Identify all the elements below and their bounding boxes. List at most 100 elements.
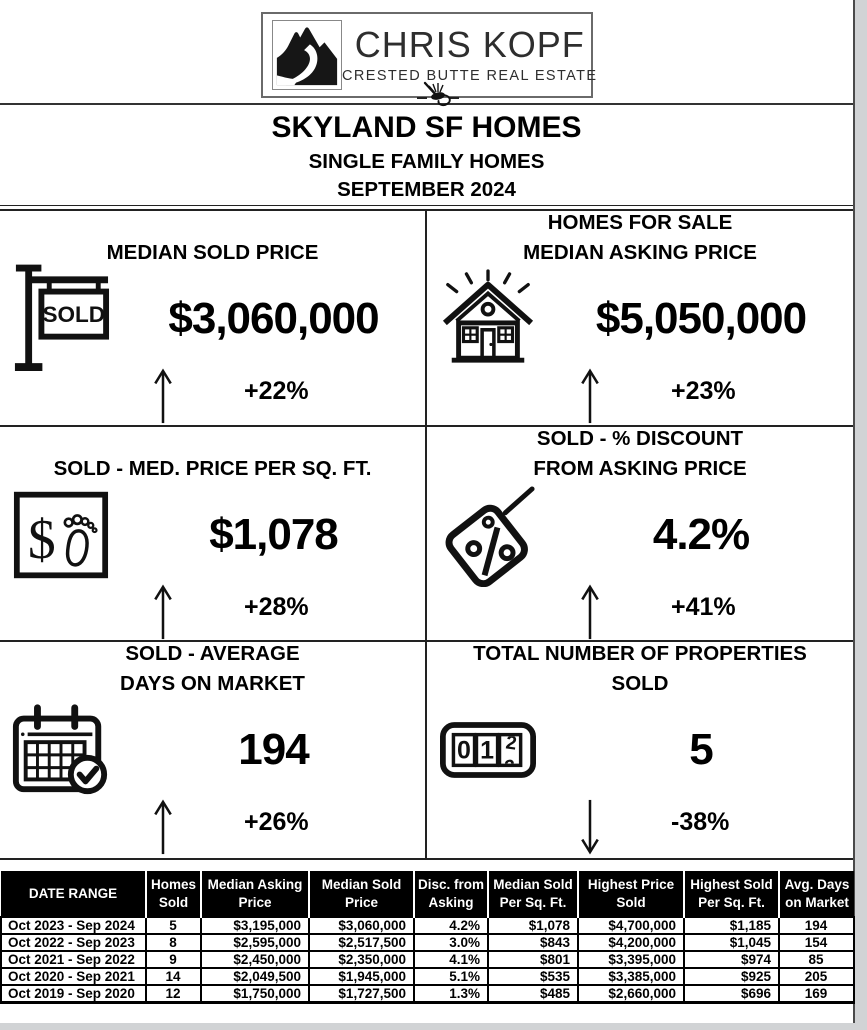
table-cell: $696 [683,984,780,1004]
stat-value: 4.2% [652,510,750,559]
col-header-median-sold-per-sqft: Median Sold Per Sq. Ft. [487,871,578,917]
svg-text:2: 2 [504,732,517,754]
table-cell: 4.1% [413,950,489,969]
table-cell: 5.1% [413,967,489,986]
stats-grid: MEDIAN SOLD PRICE SOLD $3,060,000 [0,211,853,860]
svg-text:0: 0 [457,737,471,765]
stat-title: SOLD - % DISCOUNT FROM ASKING PRICE [533,427,747,481]
table-cell: 1.3% [413,984,489,1004]
table-cell: $2,517,500 [308,933,415,952]
page-title: SKYLAND SF HOMES [271,111,582,144]
table-cell: 8 [145,933,202,952]
table-cell: $3,395,000 [577,950,685,969]
stat-title: MEDIAN SOLD PRICE [106,241,319,265]
house-icon [442,269,534,363]
stat-change: +23% [671,377,736,405]
stat-panel-discount-from-asking: SOLD - % DISCOUNT FROM ASKING PRICE [427,427,853,642]
stat-panel-median-sold-price: MEDIAN SOLD PRICE SOLD $3,060,000 [0,211,427,427]
col-header-median-sold-price: Median Sold Price [308,871,414,917]
stat-title: SOLD - AVERAGE DAYS ON MARKET [120,642,305,696]
col-header-avg-days-on-market: Avg. Days on Market [778,871,854,917]
table-cell: 205 [778,967,855,986]
history-table: DATE RANGE Homes Sold Median Asking Pric… [0,871,855,1004]
table-cell: $1,045 [683,933,780,952]
table-cell: Oct 2020 - Sep 2021 [0,967,147,986]
stat-panel-price-per-sqft: SOLD - MED. PRICE PER SQ. FT. $ $1, [0,427,427,642]
table-row: Oct 2021 - Sep 2022 9 $2,450,000 $2,350,000… [0,950,855,969]
table-row: Oct 2019 - Sep 2020 12 $1,750,000 $1,727,50… [0,984,855,1004]
table-cell: $4,200,000 [577,933,685,952]
brand-tagline: CRESTED BUTTE REAL ESTATE [342,67,598,84]
report-page: CHRIS KOPF CRESTED BUTTE REAL ESTATE SKY… [0,0,855,1023]
col-header-median-asking-price: Median Asking Price [200,871,309,917]
table-row: Oct 2023 - Sep 2024 5 $3,195,000 $3,060,000… [0,916,855,935]
stat-change: +22% [244,377,309,405]
down-arrow-icon [581,799,599,855]
up-arrow-icon [581,584,599,640]
stat-change: +26% [244,808,309,836]
report-period: SEPTEMBER 2024 [337,177,516,201]
svg-text:SOLD: SOLD [42,302,105,327]
table-cell: $2,350,000 [308,950,415,969]
stat-title: SOLD - MED. PRICE PER SQ. FT. [53,457,372,481]
table-cell: $1,727,500 [308,984,415,1004]
page-subtitle: SINGLE FAMILY HOMES [308,150,545,173]
table-cell: 85 [778,950,855,969]
dollar-per-sqft-icon: $ [13,491,109,579]
table-cell: $1,750,000 [200,984,310,1004]
sold-sign-icon: SOLD [14,264,110,371]
up-arrow-icon [154,584,172,640]
table-cell: 154 [778,933,855,952]
svg-text:3: 3 [503,756,516,778]
table-cell: $2,660,000 [577,984,685,1004]
fishing-fly-icon [417,81,459,107]
up-arrow-icon [154,368,172,424]
stat-change: +41% [671,593,736,621]
table-cell: 9 [145,950,202,969]
table-cell: 12 [145,984,202,1004]
table-cell: Oct 2023 - Sep 2024 [0,916,147,935]
stat-panel-properties-sold: TOTAL NUMBER OF PROPERTIES SOLD 0 1 2 [427,642,853,858]
table-cell: $3,385,000 [577,967,685,986]
mountain-road-logo-icon [272,20,342,90]
col-header-homes-sold: Homes Sold [145,871,201,917]
table-cell: $925 [683,967,780,986]
stat-title: HOMES FOR SALE MEDIAN ASKING PRICE [523,211,757,265]
section-divider [0,206,853,211]
table-cell: 4.2% [413,916,489,935]
table-cell: Oct 2019 - Sep 2020 [0,984,147,1004]
brand-name: CHRIS KOPF [354,24,585,66]
stat-value: 5 [689,725,713,774]
table-cell: 169 [778,984,855,1004]
tally-counter-icon: 0 1 2 3 [440,722,536,778]
table-cell: 3.0% [413,933,489,952]
table-cell: $4,700,000 [577,916,685,935]
brand-text: CHRIS KOPF CRESTED BUTTE REAL ESTATE [342,26,598,84]
stat-panel-median-asking-price: HOMES FOR SALE MEDIAN ASKING PRICE [427,211,853,427]
svg-text:$: $ [28,509,56,571]
table-cell: 194 [778,916,855,935]
table-header-row: DATE RANGE Homes Sold Median Asking Pric… [1,871,854,917]
table-cell: $2,595,000 [200,933,310,952]
table-cell: Oct 2022 - Sep 2023 [0,933,147,952]
table-cell: $974 [683,950,780,969]
table-cell: 14 [145,967,202,986]
stat-change: +28% [244,593,309,621]
svg-text:1: 1 [480,737,494,765]
title-section: SKYLAND SF HOMES SINGLE FAMILY HOMES SEP… [0,105,853,206]
col-header-date-range: DATE RANGE [1,871,146,917]
discount-tag-icon [445,486,535,587]
logo-section: CHRIS KOPF CRESTED BUTTE REAL ESTATE [0,0,853,107]
up-arrow-icon [581,368,599,424]
table-cell: $843 [487,933,579,952]
col-header-highest-sold-per-sqft: Highest Sold Per Sq. Ft. [683,871,779,917]
stat-value: $3,060,000 [168,294,379,343]
table-cell: $535 [487,967,579,986]
brand-logo: CHRIS KOPF CRESTED BUTTE REAL ESTATE [261,12,596,98]
table-row: Oct 2020 - Sep 2021 14 $2,049,500 $1,945,00… [0,967,855,986]
stat-panel-days-on-market: SOLD - AVERAGE DAYS ON MARKET [0,642,427,858]
stat-change: -38% [671,808,730,836]
col-header-highest-price-sold: Highest Price Sold [577,871,684,917]
table-cell: 5 [145,916,202,935]
table-cell: $1,945,000 [308,967,415,986]
